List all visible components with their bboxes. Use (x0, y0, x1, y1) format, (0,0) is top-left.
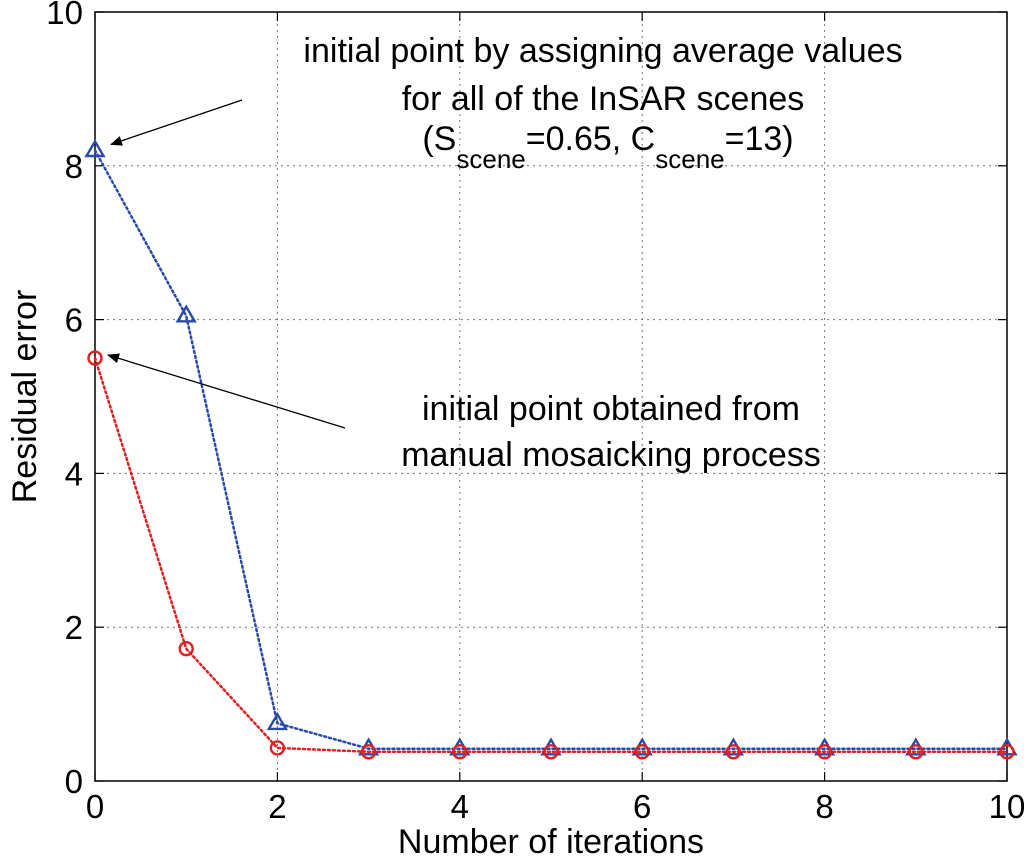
y-tick-label: 0 (65, 763, 83, 800)
circle-marker (543, 744, 559, 760)
circle-marker (908, 744, 924, 760)
y-tick-label: 10 (46, 0, 83, 31)
x-tick-label: 6 (633, 788, 651, 825)
annotation-1-line-1: initial point by assigning average value… (303, 32, 902, 70)
annotation-2-line-1: initial point obtained from (422, 390, 800, 428)
triangle-marker (175, 304, 197, 323)
triangle-marker (84, 139, 106, 158)
circle-marker (269, 740, 286, 756)
annotation-2-arrow (107, 353, 346, 429)
plot-frame (94, 11, 1008, 782)
x-tick-label: 4 (451, 788, 469, 825)
annotation-average-values: initial point by assigning average value… (110, 32, 903, 174)
circle-marker (452, 744, 468, 760)
x-tick-label: 2 (268, 788, 286, 825)
x-tick-label: 10 (989, 788, 1024, 825)
y-axis-label: Residual error (6, 290, 44, 504)
formula-mid: =0.65, C (526, 120, 655, 158)
annotation-2-line-2: manual mosaicking process (401, 436, 821, 474)
formula-close: =13) (725, 120, 794, 158)
annotation-1-line-2: for all of the InSAR scenes (402, 80, 805, 118)
series-line (93, 149, 1009, 750)
annotation-manual-mosaicking: initial point obtained from manual mosai… (107, 353, 821, 474)
formula-open: (S (422, 120, 456, 158)
formula-sub-c: scene (655, 144, 724, 174)
triangle-marker (266, 711, 289, 731)
x-tick-label: 0 (86, 788, 104, 825)
axis-ticks: 0 2 4 6 8 10 0 2 4 6 8 10 (46, 0, 1024, 825)
x-tick-label: 8 (815, 788, 833, 825)
y-tick-label: 8 (65, 148, 83, 185)
circle-marker (816, 744, 833, 760)
series-circle-red (87, 350, 1015, 760)
series-line (93, 356, 1009, 754)
annotation-1-arrow (110, 99, 243, 146)
annotation-1-formula: (Sscene=0.65, Cscene=13) (422, 120, 793, 174)
circle-marker (725, 744, 742, 760)
circle-marker (178, 641, 194, 657)
y-tick-label: 4 (65, 455, 83, 492)
y-tick-label: 2 (65, 609, 83, 646)
circle-marker (360, 744, 377, 760)
data-series (84, 139, 1018, 760)
y-tick-label: 6 (65, 302, 83, 339)
grid-lines (95, 12, 1007, 781)
formula-sub-s: scene (456, 144, 525, 174)
circle-marker (999, 744, 1015, 760)
circle-marker (87, 350, 103, 366)
circle-marker (634, 744, 650, 760)
x-axis-label: Number of iterations (398, 823, 704, 860)
